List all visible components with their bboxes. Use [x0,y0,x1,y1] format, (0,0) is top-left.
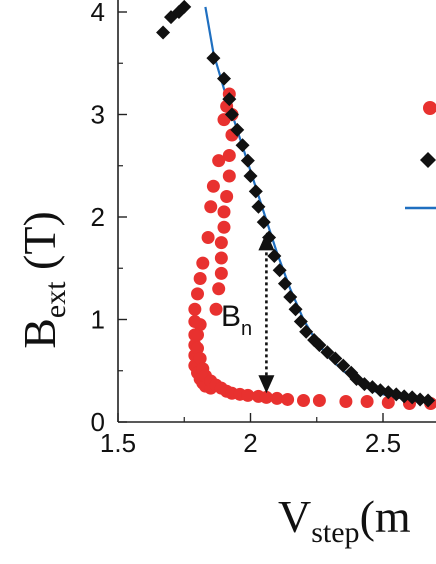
data-point-circle [191,287,204,301]
data-point-circle [297,393,310,407]
data-point-circle [188,302,202,316]
data-point-circle [206,179,220,193]
data-point-diamond [328,351,343,366]
data-point-circle [217,220,231,234]
data-point-circle [196,256,210,270]
x-tick-label: 2.5 [365,428,401,458]
data-point-diamond [312,338,327,353]
data-point-circle [209,302,223,316]
data-point-circle [222,169,236,183]
data-point-circle [270,391,284,405]
legend [405,101,436,210]
data-point-diamond [235,138,250,153]
data-point-circle [212,154,226,168]
data-point-diamond [243,169,258,183]
data-point-diamond [240,153,255,168]
plot-area [156,0,436,411]
data-point-diamond [217,71,231,86]
data-point-circle [212,282,226,296]
x-tick-label: 1.5 [100,428,136,458]
data-point-circle [241,388,255,402]
y-axis-label: Bext (T) [14,211,72,349]
data-point-circle [312,393,326,407]
data-point-circle [204,200,218,214]
data-point-diamond [156,25,171,40]
y-tick-label: 1 [91,305,105,335]
data-point-circle [214,266,228,280]
data-point-circle [217,205,231,219]
data-point-circle [188,315,202,329]
data-point-circle [214,236,228,250]
data-point-diamond [277,276,292,291]
data-point-diamond [222,92,237,107]
data-point-diamond [336,358,351,373]
data-point-diamond [206,51,221,66]
data-point-circle [339,395,353,408]
data-point-circle [259,390,273,404]
bn-arrow-head-down [258,375,275,394]
x-axis-label: Vstep(m [278,491,411,549]
data-point-circle [193,272,207,285]
x-tick-label: 2 [243,428,257,458]
bn-label: Bn [221,300,252,340]
data-point-circle [381,396,395,410]
data-point-circle [281,392,295,406]
legend-marker-circle [423,101,436,115]
data-point-diamond [272,263,287,278]
data-point-circle [360,395,374,408]
data-point-diamond [283,289,298,304]
data-point-circle [201,231,215,244]
data-point-diamond [288,302,303,317]
bn-arrow-head-up [258,232,275,251]
series-group [156,0,436,411]
data-point-diamond [256,215,271,230]
data-point-diamond [177,0,192,14]
data-point-diamond [224,107,239,122]
axes: 0 1 2 3 4 1.5 2 2.5 [91,0,436,458]
data-point-diamond [293,314,308,329]
data-point-circle [193,351,207,365]
data-point-circle [214,251,228,265]
data-point-circle [188,328,202,342]
data-point-circle [222,149,236,162]
y-tick-label: 3 [91,100,105,130]
data-point-circle [191,341,204,355]
y-tick-label: 2 [91,202,105,232]
y-tick-label: 4 [91,0,105,27]
data-point-diamond [251,199,266,214]
data-point-diamond [267,248,282,263]
bn-annotation [258,232,275,394]
data-point-circle [220,190,234,203]
legend-marker-diamond [420,152,436,168]
data-point-diamond [248,184,263,199]
data-point-diamond [299,324,314,339]
data-point-diamond [421,393,436,408]
data-point-diamond [320,345,335,360]
y-tick-label: 0 [91,407,105,437]
data-point-diamond [230,122,245,137]
